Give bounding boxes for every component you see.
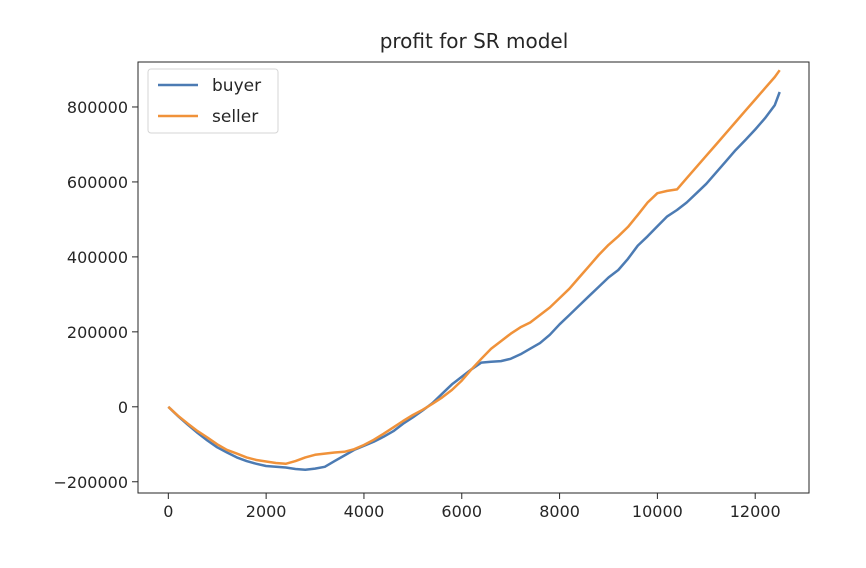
- series-line-buyer: [167, 91, 781, 472]
- legend: buyer seller: [147, 68, 279, 134]
- x-tick-label: 2000: [246, 502, 287, 521]
- x-axis: 0 2000 4000 6000 8000 10000 12000: [163, 493, 781, 521]
- y-tick-label: 200000: [67, 323, 128, 342]
- plot-frame: [137, 61, 810, 494]
- y-tick-label: 600000: [67, 173, 128, 192]
- series-layer: [167, 69, 781, 472]
- series-line-seller: [167, 69, 781, 466]
- x-tick-label: 6000: [441, 502, 482, 521]
- chart-title: profit for SR model: [380, 29, 569, 53]
- y-tick-label: −200000: [54, 473, 128, 492]
- y-tick-label: 0: [118, 398, 128, 417]
- x-tick-label: 0: [163, 502, 173, 521]
- x-tick-label: 8000: [539, 502, 580, 521]
- x-tick-label: 4000: [344, 502, 385, 521]
- y-axis: −200000 0 200000 400000 600000 800000: [54, 98, 138, 492]
- x-tick-label: 12000: [730, 502, 781, 521]
- y-tick-label: 800000: [67, 98, 128, 117]
- x-tick-label: 10000: [632, 502, 683, 521]
- legend-label-seller: seller: [212, 107, 258, 127]
- legend-label-buyer: buyer: [212, 76, 261, 96]
- y-tick-label: 400000: [67, 248, 128, 267]
